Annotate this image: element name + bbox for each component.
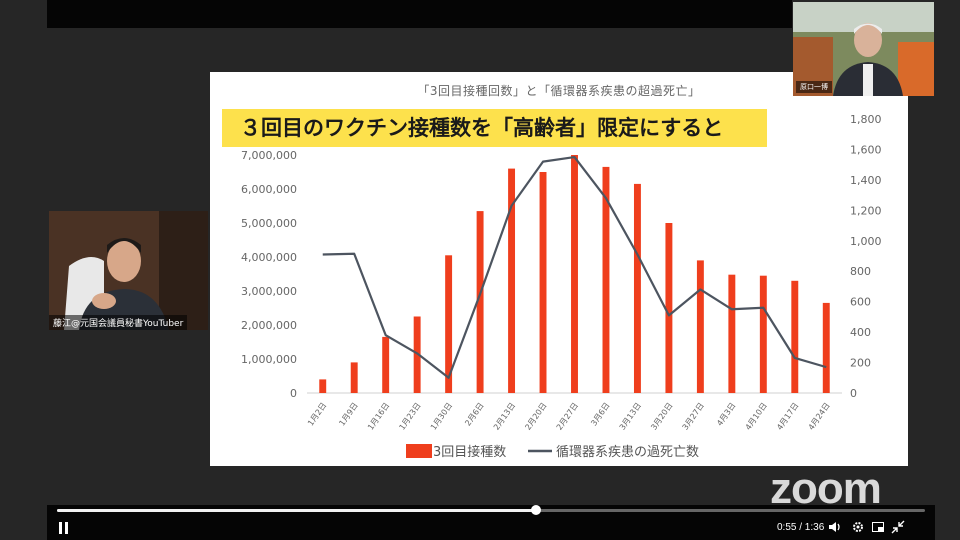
bar — [350, 362, 358, 393]
slide-title: 「3回目接種回数」と「循環器系疾患の超過死亡」 — [417, 84, 701, 98]
y-axis-right-tick-label: 1,400 — [850, 174, 882, 187]
bar — [759, 275, 767, 393]
bar — [665, 223, 673, 393]
pause-icon — [59, 522, 62, 534]
x-axis-tick-label: 3月27日 — [681, 401, 706, 432]
player-controls: 0:55 / 1:36 — [47, 505, 935, 540]
participant-name-left: 藤江@元国会議員秘書YouTuber — [49, 315, 188, 330]
y-axis-left-tick-label: 1,000,000 — [241, 353, 297, 366]
bar — [476, 211, 484, 393]
bar — [602, 166, 610, 393]
bar — [319, 379, 327, 393]
y-axis-right-tick-label: 800 — [850, 265, 871, 278]
bar — [791, 280, 799, 393]
x-axis-tick-label: 4月24日 — [807, 401, 832, 432]
x-axis-tick-label: 3月20日 — [649, 401, 674, 432]
y-axis-left-tick-label: 4,000,000 — [241, 251, 297, 264]
y-axis-right-tick-label: 0 — [850, 387, 857, 400]
person-video-image — [49, 211, 208, 330]
bar — [696, 260, 704, 393]
person-video-image — [793, 2, 934, 96]
top-bar — [47, 0, 792, 28]
bar — [822, 302, 830, 393]
x-axis-tick-label: 4月3日 — [715, 401, 737, 428]
shared-slide: 「3回目接種回数」と「循環器系疾患の超過死亡」 0 1,000,000 2,000,… — [210, 72, 908, 466]
picture-in-picture-icon[interactable] — [871, 520, 885, 534]
volume-icon[interactable] — [827, 520, 841, 534]
bar — [539, 172, 547, 393]
y-axis-right-tick-label: 600 — [850, 296, 871, 309]
x-axis-tick-label: 4月10日 — [744, 401, 769, 432]
y-axis-right-tick-label: 200 — [850, 357, 871, 370]
x-axis-tick-label: 2月13日 — [492, 401, 517, 432]
x-axis-tick-label: 4月17日 — [775, 401, 800, 432]
progress-knob[interactable] — [531, 505, 542, 515]
y-axis-left-tick-label: 5,000,000 — [241, 217, 297, 230]
progress-fill — [57, 509, 537, 512]
headline-banner: ３回目のワクチン接種数を「高齢者」限定にすると — [222, 109, 767, 147]
x-axis-tick-label: 1月2日 — [306, 401, 328, 428]
series-line — [322, 155, 827, 379]
y-axis-right-tick-label: 400 — [850, 326, 871, 339]
x-axis-tick-label: 1月16日 — [366, 401, 391, 432]
progress-bar[interactable] — [57, 505, 925, 515]
y-axis-right-tick-label: 1,600 — [850, 143, 882, 156]
participant-name-right: 原口一博 — [796, 81, 832, 93]
settings-gear-icon[interactable] — [851, 520, 865, 534]
bar — [445, 255, 453, 393]
legend-label: 3回目接種数 — [433, 444, 506, 460]
pause-icon — [65, 522, 68, 534]
y-axis-left-tick-label: 2,000,000 — [241, 319, 297, 332]
x-axis-tick-label: 1月23日 — [397, 401, 422, 432]
legend-swatch-bar — [406, 444, 432, 458]
y-axis-left-tick-label: 0 — [290, 387, 297, 400]
y-axis-left-tick-label: 3,000,000 — [241, 285, 297, 298]
y-axis-right-tick-label: 1,200 — [850, 204, 882, 217]
chart: 0 1,000,000 2,000,000 3,000,000 4,000,000 5,0… — [241, 113, 882, 460]
time-display: 0:55 / 1:36 — [777, 522, 825, 533]
x-axis-tick-label: 2月27日 — [555, 401, 580, 432]
x-axis-tick-label: 1月9日 — [337, 401, 359, 428]
x-axis-tick-label: 3月13日 — [618, 401, 643, 432]
x-axis-tick-label: 2月20日 — [523, 401, 548, 432]
legend-label: 循環器系疾患の過死亡数 — [556, 445, 699, 460]
bar — [382, 336, 390, 393]
bar — [728, 274, 736, 393]
x-axis-tick-label: 3月6日 — [589, 401, 611, 428]
x-axis-tick-label: 2月6日 — [463, 401, 485, 428]
bar — [633, 183, 641, 393]
bar — [571, 155, 578, 393]
zoom-logo: zoom — [770, 464, 882, 513]
y-axis-left-tick-label: 6,000,000 — [241, 183, 297, 196]
pause-button[interactable] — [57, 522, 71, 534]
participant-video-left[interactable]: 藤江@元国会議員秘書YouTuber — [49, 211, 208, 330]
y-axis-right-tick-label: 1,800 — [850, 113, 882, 126]
bar — [508, 168, 516, 393]
x-axis-tick-label: 1月30日 — [429, 401, 454, 432]
y-axis-right-tick-label: 1,000 — [850, 235, 882, 248]
exit-fullscreen-icon[interactable] — [891, 520, 905, 534]
participant-video-right[interactable]: 原口一博 — [793, 2, 934, 96]
y-axis-left-tick-label: 7,000,000 — [241, 149, 297, 162]
